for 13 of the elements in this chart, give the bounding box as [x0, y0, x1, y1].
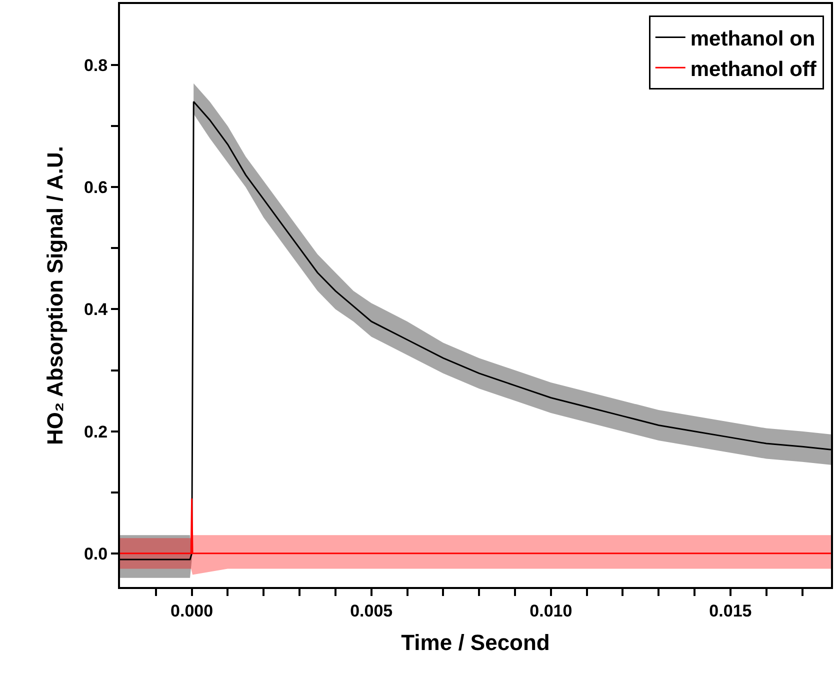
y-tick-label: 0.6: [84, 178, 108, 198]
x-tick-label: 0.010: [530, 601, 572, 620]
y-tick-label: 0.8: [84, 56, 108, 75]
legend-label: methanol on: [690, 28, 816, 50]
x-tick-label: 0.000: [170, 601, 214, 620]
x-axis-title: Time / Second: [401, 630, 550, 655]
y-tick-label: 0.4: [84, 300, 108, 320]
x-tick-label: 0.015: [709, 601, 752, 620]
y-axis-title: HO₂ Absorption Signal / A.U.: [42, 146, 68, 446]
x-tick-label: 0.005: [350, 601, 393, 620]
y-tick-label: 0.0: [84, 544, 108, 564]
y-tick-label: 0.2: [84, 422, 108, 442]
legend-label: methanol off: [690, 58, 818, 81]
